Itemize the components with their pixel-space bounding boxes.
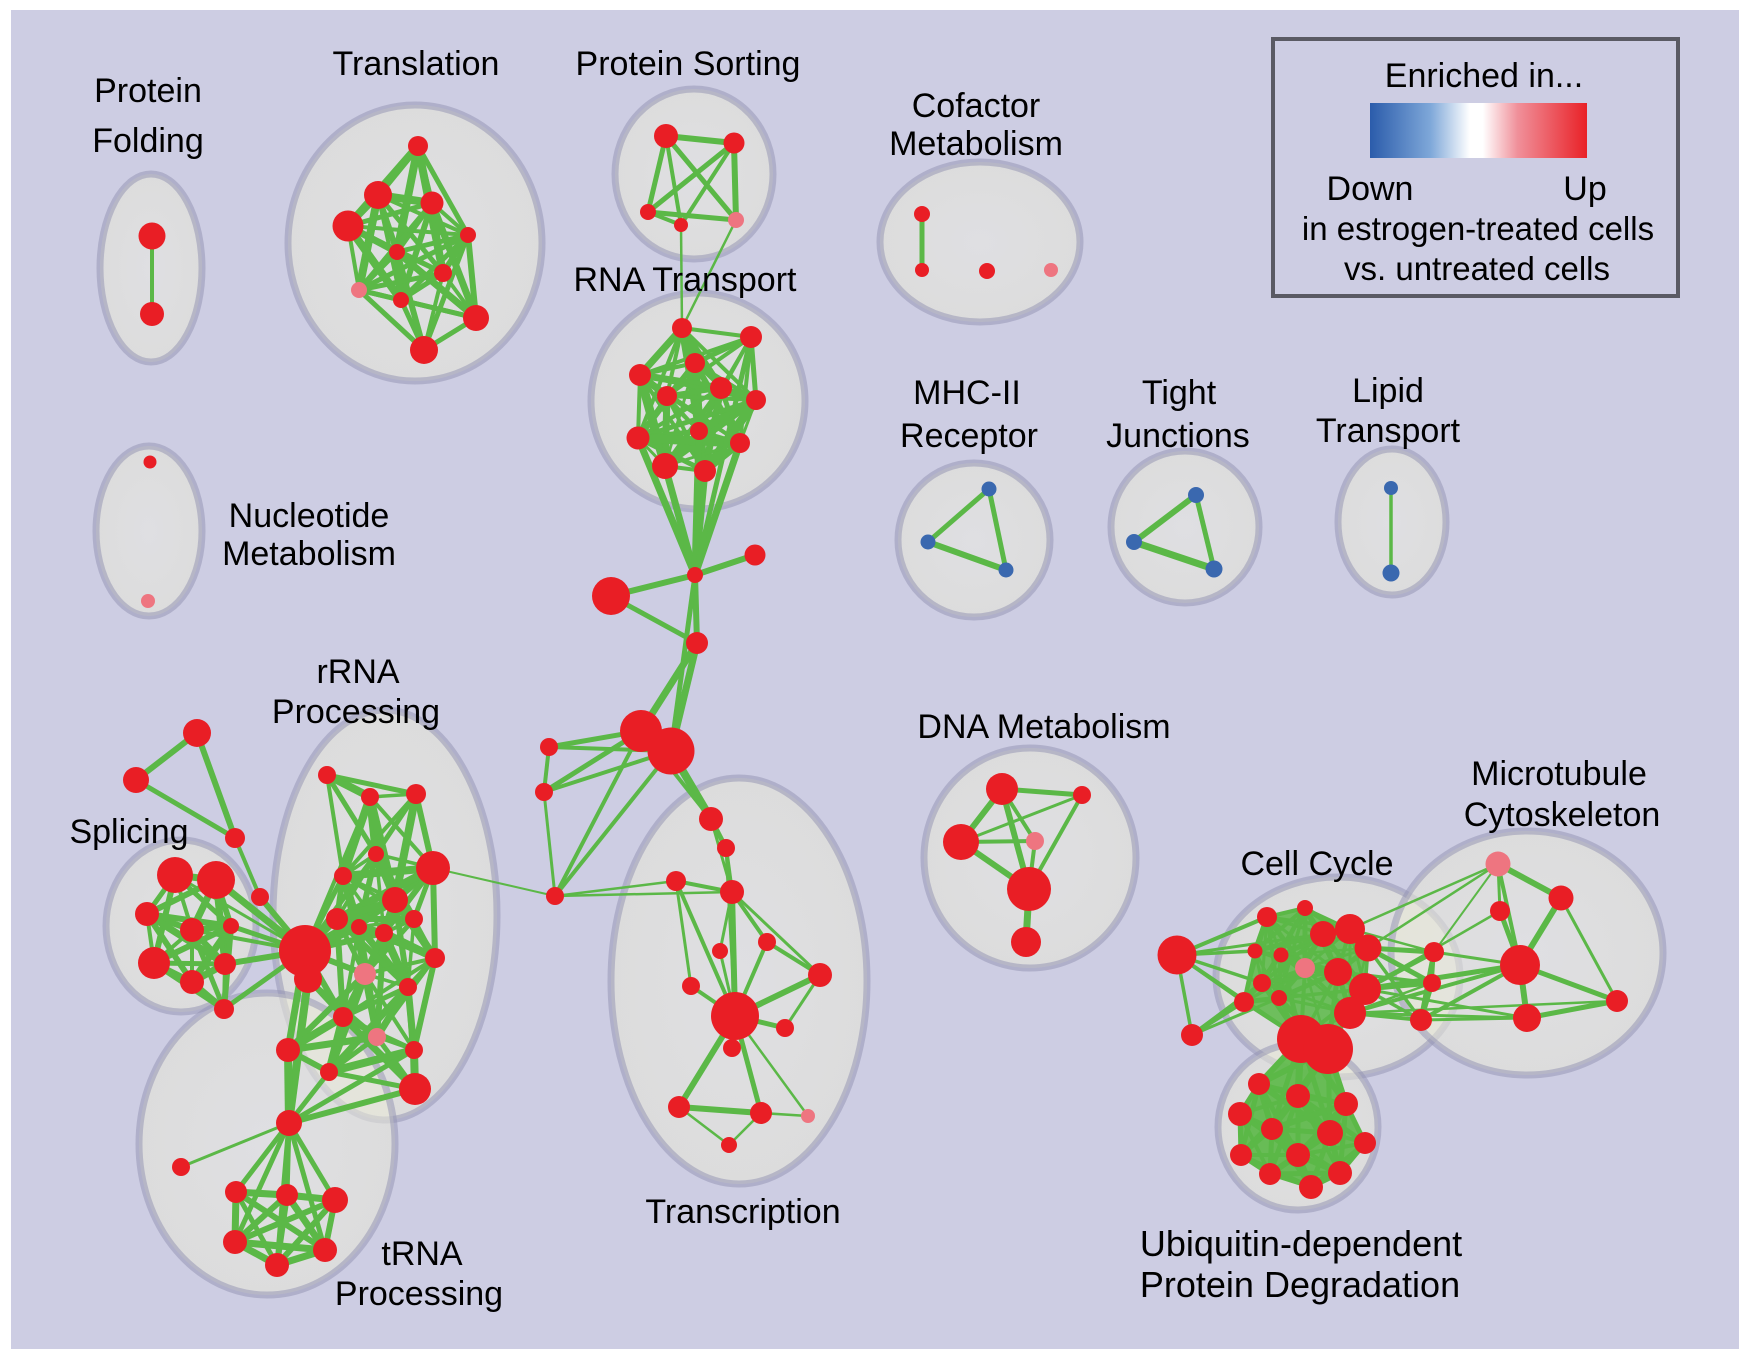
svg-text:Folding: Folding bbox=[92, 122, 204, 160]
svg-text:Microtubule: Microtubule bbox=[1471, 755, 1647, 793]
svg-text:in estrogen-treated cells: in estrogen-treated cells bbox=[1302, 210, 1654, 247]
svg-text:Metabolism: Metabolism bbox=[222, 535, 396, 573]
svg-text:Protein: Protein bbox=[94, 72, 202, 110]
svg-text:Transport: Transport bbox=[1316, 412, 1461, 450]
svg-text:Down: Down bbox=[1327, 170, 1414, 208]
svg-text:tRNA: tRNA bbox=[381, 1235, 463, 1273]
svg-text:Splicing: Splicing bbox=[69, 813, 188, 851]
svg-text:Nucleotide: Nucleotide bbox=[229, 497, 390, 535]
svg-text:Junctions: Junctions bbox=[1106, 417, 1250, 455]
svg-text:rRNA: rRNA bbox=[316, 653, 399, 691]
svg-text:Ubiquitin-dependent: Ubiquitin-dependent bbox=[1140, 1223, 1462, 1264]
svg-text:Receptor: Receptor bbox=[900, 417, 1038, 455]
svg-text:Cell Cycle: Cell Cycle bbox=[1240, 845, 1393, 883]
svg-text:Cytoskeleton: Cytoskeleton bbox=[1464, 796, 1661, 834]
svg-text:Tight: Tight bbox=[1142, 374, 1217, 412]
svg-text:Cofactor: Cofactor bbox=[912, 87, 1041, 125]
svg-text:Metabolism: Metabolism bbox=[889, 125, 1063, 163]
svg-text:Protein Sorting: Protein Sorting bbox=[576, 45, 801, 83]
svg-text:Processing: Processing bbox=[335, 1275, 503, 1313]
svg-text:Protein Degradation: Protein Degradation bbox=[1140, 1264, 1460, 1305]
svg-text:vs. untreated cells: vs. untreated cells bbox=[1344, 250, 1610, 287]
svg-text:Transcription: Transcription bbox=[645, 1193, 840, 1231]
svg-text:Processing: Processing bbox=[272, 693, 440, 731]
svg-text:Lipid: Lipid bbox=[1352, 372, 1424, 410]
svg-text:DNA Metabolism: DNA Metabolism bbox=[917, 708, 1170, 746]
svg-text:Up: Up bbox=[1563, 170, 1606, 208]
svg-text:Translation: Translation bbox=[333, 45, 500, 83]
svg-text:RNA Transport: RNA Transport bbox=[574, 261, 798, 299]
svg-text:Enriched in...: Enriched in... bbox=[1385, 57, 1583, 95]
svg-text:MHC-II: MHC-II bbox=[913, 374, 1021, 412]
